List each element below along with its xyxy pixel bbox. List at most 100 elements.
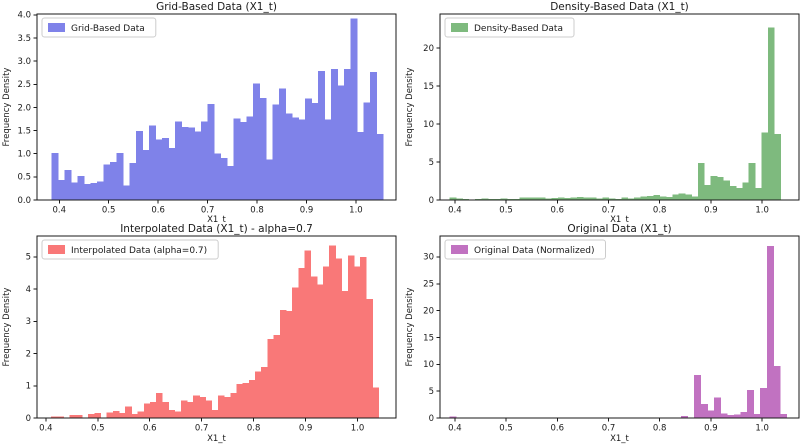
legend-box <box>41 239 219 260</box>
histogram-bar <box>75 414 83 418</box>
histogram-bar <box>194 131 202 200</box>
histogram-bar <box>337 85 345 200</box>
histogram-bar <box>704 184 711 200</box>
y-tick-label: 0 <box>429 196 434 206</box>
histogram-bar <box>148 125 156 200</box>
plot-border <box>439 235 800 419</box>
histogram-bar <box>720 413 728 418</box>
histogram-interpolated: 0 1 2 3 4 5 0.4 0.5 0.6 0.7 0.8 0.9 1.0 X1_t Frequency… <box>2 223 397 444</box>
histogram-bar <box>532 197 540 200</box>
histogram-bar <box>310 276 318 418</box>
histogram-bar <box>143 403 151 418</box>
histogram-bar <box>748 163 756 200</box>
histogram-bar <box>119 413 126 418</box>
histogram-bar <box>341 290 349 418</box>
x-tick-label: 0.4 <box>448 424 462 434</box>
histogram-bar <box>109 162 117 200</box>
y-axis-label: Frequency Density <box>405 68 415 147</box>
histogram-bar <box>199 397 206 418</box>
x-tick-label: 1.0 <box>755 206 769 216</box>
x-tick-label: 0.5 <box>102 206 116 216</box>
histogram-bar <box>279 310 287 418</box>
histogram-bar <box>773 365 781 418</box>
histogram-bar <box>659 196 667 200</box>
y-tick-label: 5 <box>429 158 434 168</box>
histogram-bar <box>96 181 104 200</box>
histogram-bar <box>242 383 250 418</box>
histogram-bars <box>449 246 788 418</box>
y-axis-label: Frequency Density <box>405 288 415 367</box>
histogram-bar <box>90 182 98 200</box>
histogram-bar <box>211 409 219 418</box>
histogram-bar <box>372 387 380 418</box>
histogram-bar <box>760 387 768 418</box>
y-tick-label: 15 <box>423 333 434 343</box>
histogram-bar <box>266 159 273 200</box>
histogram-bar <box>538 197 546 200</box>
x-tick-label: 0.8 <box>250 206 264 216</box>
histogram-bar <box>481 198 489 200</box>
x-tick-label: 0.6 <box>551 206 565 216</box>
histogram-bar <box>494 198 502 200</box>
histogram-bar <box>691 196 699 200</box>
histogram-bar <box>678 193 686 200</box>
histogram-bar <box>207 104 215 200</box>
histogram-bar <box>323 266 330 418</box>
histogram-bar <box>292 287 299 418</box>
histogram-bar <box>77 175 85 200</box>
histogram-bar <box>742 182 750 200</box>
histogram-bar <box>220 157 228 200</box>
histogram-bar <box>627 198 635 200</box>
x-tick-label: 0.5 <box>499 206 513 216</box>
histogram-bar <box>156 392 163 418</box>
histogram-bar <box>634 197 641 200</box>
histogram-bar <box>570 197 578 200</box>
histogram-bar <box>500 198 508 200</box>
histogram-bar <box>526 197 533 200</box>
x-tick-label: 0.6 <box>551 424 565 434</box>
legend-label: Grid-Based Data <box>71 24 145 34</box>
histogram-bar <box>292 117 300 200</box>
histogram-bar <box>350 18 358 200</box>
histogram-bar <box>180 400 188 418</box>
legend: Density-Based Data <box>444 17 575 38</box>
histogram-bar <box>316 284 324 418</box>
histogram-bar <box>370 71 378 200</box>
x-tick-label: 0.9 <box>704 424 718 434</box>
x-tick-label: 1.0 <box>755 424 769 434</box>
histogram-bar <box>344 69 352 200</box>
y-tick-label: 2.0 <box>17 103 31 113</box>
y-tick-label: 10 <box>423 120 434 130</box>
x-tick-label: 0.8 <box>653 424 667 434</box>
histogram-bar <box>103 164 111 200</box>
histogram-bar <box>665 196 673 200</box>
y-tick-label: 0 <box>26 414 31 424</box>
chart-title: Original Data (X1_t) <box>567 223 671 235</box>
histogram-bar <box>727 414 735 418</box>
histogram-bar <box>761 132 769 200</box>
legend-swatch <box>48 23 65 32</box>
histogram-bar <box>596 198 603 200</box>
y-tick-label: 5 <box>429 387 434 397</box>
x-tick-label: 0.7 <box>602 424 616 434</box>
histogram-bar <box>767 27 775 201</box>
histogram-density-based: 0 5 10 15 20 0.4 0.5 0.6 0.7 0.8 0.9 1.0 X1_t Frequen… <box>405 1 800 223</box>
histogram-bar <box>707 410 715 418</box>
legend-label: Original Data (Normalized) <box>474 246 595 256</box>
histogram-bar <box>261 367 268 418</box>
x-tick-label: 0.5 <box>499 424 513 434</box>
histogram-bar <box>456 198 463 200</box>
y-tick-label: 1.5 <box>17 126 31 136</box>
y-tick-label: 1 <box>26 382 31 392</box>
histogram-bar <box>88 413 95 418</box>
histogram-bar <box>267 339 274 418</box>
plot-border <box>439 13 800 201</box>
histogram-bar <box>149 401 157 418</box>
histogram-bar <box>602 197 610 200</box>
histogram-bar <box>298 119 306 200</box>
histogram-bar <box>246 116 254 200</box>
histogram-bar <box>272 104 280 200</box>
histogram-bar <box>680 416 688 418</box>
histogram-bar <box>366 298 373 418</box>
